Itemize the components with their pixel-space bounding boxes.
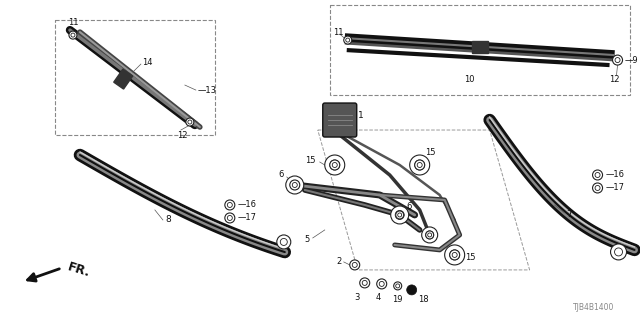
Circle shape [450,250,460,260]
Circle shape [445,245,465,265]
Circle shape [397,213,402,217]
Circle shape [292,182,297,188]
Text: 2: 2 [337,257,342,267]
Text: 7: 7 [566,211,572,220]
Circle shape [286,176,304,194]
Circle shape [362,280,367,285]
Circle shape [390,206,409,224]
Circle shape [352,262,357,268]
Text: 12: 12 [177,131,188,140]
Text: —17: —17 [238,213,257,222]
Text: 11: 11 [333,28,343,36]
Circle shape [417,163,422,167]
Text: —16: —16 [238,200,257,210]
Text: 5: 5 [305,236,310,244]
Text: —17: —17 [605,183,625,192]
Text: —13: —13 [198,85,217,94]
Text: 15: 15 [305,156,316,164]
Circle shape [426,231,434,239]
Circle shape [324,155,345,175]
Circle shape [396,284,400,288]
Circle shape [69,31,77,39]
Circle shape [394,282,402,290]
Circle shape [349,260,360,270]
Bar [114,69,132,89]
Bar [55,20,215,135]
Text: FR.: FR. [66,260,92,279]
Text: 6: 6 [406,203,412,212]
Circle shape [346,38,349,42]
Text: 12: 12 [609,75,620,84]
Text: TJB4B1400: TJB4B1400 [573,303,614,312]
Circle shape [422,227,438,243]
Circle shape [415,160,425,170]
Text: 3: 3 [355,293,360,302]
Circle shape [450,250,460,260]
Text: 8: 8 [165,215,171,224]
Circle shape [227,203,232,207]
Circle shape [227,215,232,220]
Circle shape [426,231,434,239]
Circle shape [71,33,75,37]
Text: 11: 11 [68,18,79,27]
Circle shape [410,155,429,175]
Circle shape [595,186,600,190]
Text: 6: 6 [278,171,284,180]
Bar [330,5,630,95]
Text: 14: 14 [142,58,152,67]
Circle shape [280,238,287,245]
Circle shape [377,279,387,289]
Text: —9: —9 [625,56,638,65]
Circle shape [595,172,600,178]
Circle shape [396,211,404,220]
Circle shape [188,120,192,124]
Circle shape [396,211,404,219]
Circle shape [415,160,425,170]
Circle shape [225,200,235,210]
Circle shape [615,58,620,63]
Circle shape [452,252,457,257]
Text: 10: 10 [465,75,475,84]
Circle shape [614,248,623,256]
Circle shape [593,183,602,193]
Bar [472,41,488,53]
Text: 4: 4 [376,293,381,302]
Text: 1: 1 [358,110,364,120]
Circle shape [406,285,417,295]
Circle shape [428,233,431,237]
Circle shape [611,244,627,260]
Circle shape [344,36,352,44]
Circle shape [593,170,602,180]
Circle shape [276,235,291,249]
Circle shape [225,213,235,223]
Text: 15: 15 [465,253,475,262]
Text: 19: 19 [392,295,402,304]
Text: 18: 18 [418,295,428,304]
Text: —16: —16 [605,171,625,180]
Circle shape [290,180,300,190]
Circle shape [380,281,384,286]
Circle shape [330,160,340,170]
Circle shape [612,55,623,65]
Circle shape [332,163,337,167]
FancyBboxPatch shape [323,103,356,137]
Circle shape [291,180,300,189]
Text: 15: 15 [425,148,435,156]
Circle shape [330,160,340,170]
Circle shape [186,118,194,126]
Circle shape [360,278,370,288]
